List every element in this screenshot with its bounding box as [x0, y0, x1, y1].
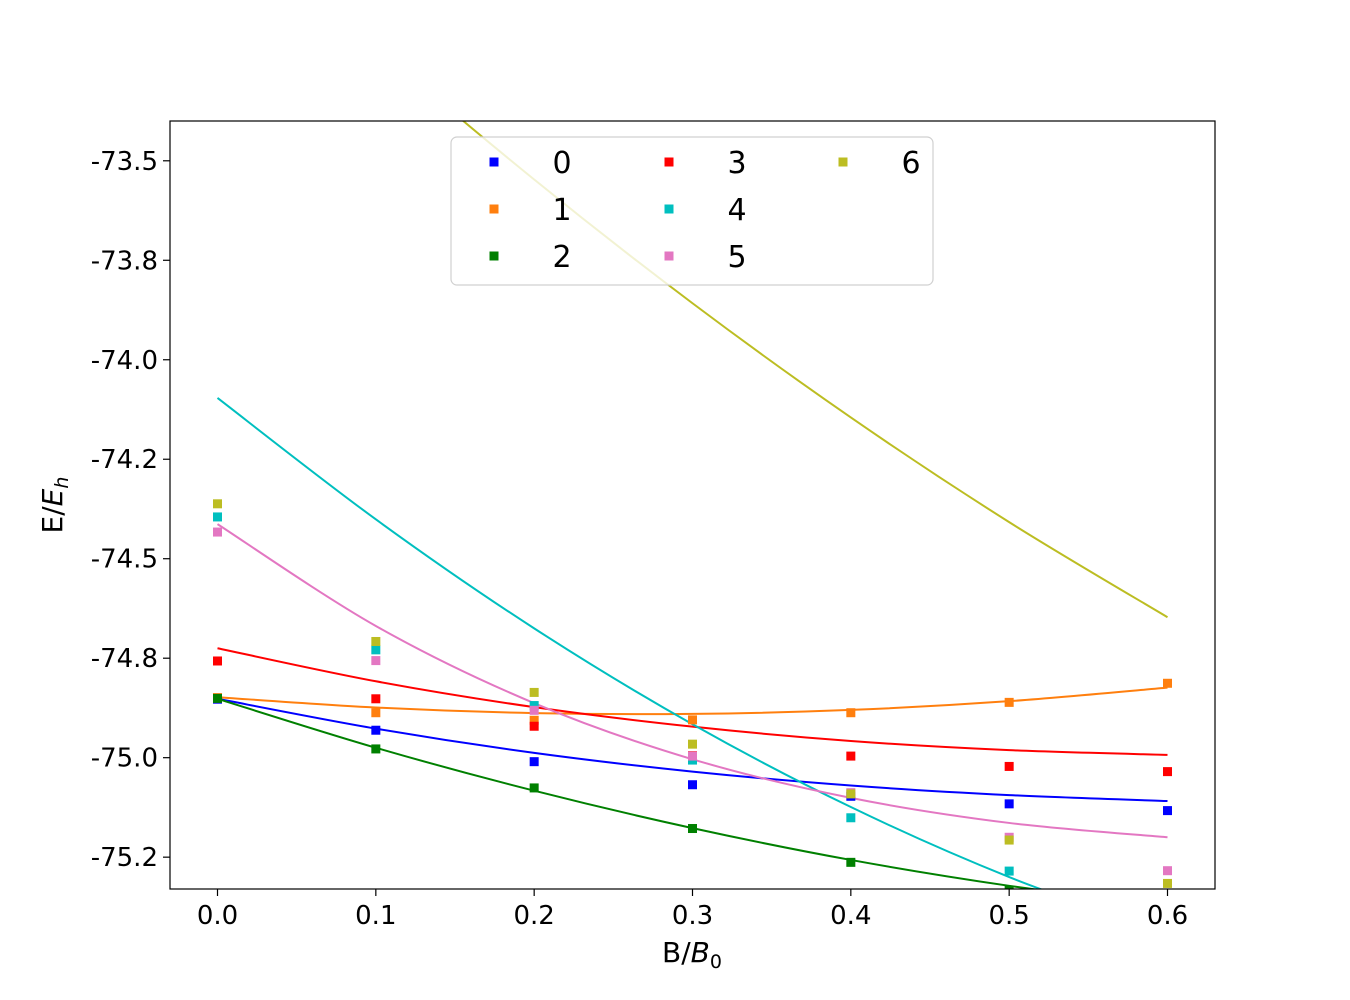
- marker-series-6: [1004, 835, 1014, 845]
- marker-series-4: [846, 813, 856, 823]
- y-tick-label: -75.0: [91, 744, 158, 774]
- y-tick-label: -73.5: [91, 147, 158, 177]
- marker-series-5: [529, 705, 539, 715]
- y-axis-label: E/Eh: [36, 477, 73, 534]
- marker-series-3: [1163, 767, 1172, 777]
- legend-marker-series-4: [664, 204, 674, 214]
- marker-series-6: [529, 687, 539, 697]
- y-tick-label: -74.2: [91, 445, 158, 475]
- data-markers: [213, 499, 1172, 889]
- marker-series-0: [688, 780, 697, 790]
- y-tick-label: -73.8: [91, 246, 158, 276]
- marker-series-0: [371, 725, 381, 735]
- x-axis-label-sub: 0: [710, 951, 722, 973]
- marker-series-1: [1163, 678, 1172, 688]
- marker-series-3: [371, 694, 381, 704]
- marker-series-4: [213, 512, 222, 522]
- y-tick-label: -74.5: [91, 545, 158, 575]
- marker-series-3: [529, 721, 539, 731]
- legend-label-series-3: 3: [727, 146, 746, 181]
- legend-marker-series-3: [664, 157, 674, 167]
- marker-series-2: [688, 824, 697, 834]
- y-axis-label-prefix: E/: [36, 506, 69, 534]
- legend-marker-series-6: [838, 157, 848, 167]
- marker-series-6: [213, 499, 222, 509]
- legend-label-series-2: 2: [552, 240, 571, 275]
- y-tick-label: -74.0: [91, 346, 158, 376]
- legend-frame: [450, 136, 934, 286]
- marker-series-6: [846, 789, 856, 799]
- marker-series-4: [1004, 866, 1014, 876]
- legend-label-series-6: 6: [901, 146, 920, 181]
- legend-label-series-1: 1: [552, 193, 571, 228]
- x-tick-label: 0.3: [672, 901, 713, 931]
- marker-series-5: [688, 751, 697, 761]
- legend-marker-series-1: [489, 204, 499, 214]
- marker-series-0: [1004, 799, 1014, 809]
- marker-series-1: [688, 715, 697, 725]
- legend-label-series-0: 0: [552, 146, 571, 181]
- legend-label-series-4: 4: [727, 193, 746, 228]
- y-axis-label-sub: h: [51, 477, 73, 489]
- marker-series-1: [1004, 697, 1014, 707]
- marker-series-1: [371, 708, 381, 718]
- legend-label-series-5: 5: [727, 240, 746, 275]
- marker-series-3: [213, 656, 222, 666]
- marker-series-2: [213, 693, 222, 703]
- marker-series-6: [1163, 878, 1172, 888]
- marker-series-2: [371, 744, 381, 754]
- marker-series-5: [213, 527, 222, 537]
- marker-series-5: [371, 656, 381, 666]
- marker-series-2: [529, 783, 539, 793]
- marker-series-1: [529, 715, 539, 725]
- x-tick-label: 0.5: [988, 901, 1029, 931]
- marker-series-0: [529, 757, 539, 767]
- x-axis-label-prefix: B/: [662, 936, 691, 969]
- marker-series-2: [846, 857, 856, 867]
- x-tick-label: 0.6: [1147, 901, 1188, 931]
- marker-series-4: [529, 701, 539, 711]
- legend-marker-series-0: [489, 157, 499, 167]
- x-tick-label: 0.0: [197, 901, 238, 931]
- fit-line-series-3: [217, 647, 1168, 756]
- x-tick-label: 0.2: [513, 901, 554, 931]
- x-tick-label: 0.4: [830, 901, 871, 931]
- x-tick-label: 0.1: [355, 901, 396, 931]
- marker-series-6: [371, 636, 381, 646]
- legend-marker-series-2: [489, 251, 499, 261]
- x-axis: 0.0 0.1 0.2 0.3 0.4 0.5 0.6: [197, 889, 1188, 931]
- marker-series-3: [1004, 761, 1014, 771]
- x-axis-label: B/B0: [662, 936, 722, 973]
- marker-series-6: [688, 739, 697, 749]
- legend: 0 1 2 3 4 5 6: [450, 136, 934, 286]
- y-tick-label: -75.2: [91, 843, 158, 873]
- legend-marker-series-5: [664, 251, 674, 261]
- y-axis-label-var: E: [36, 488, 69, 506]
- fit-line-series-6: [461, 121, 1169, 619]
- x-axis-label-var: B: [691, 936, 710, 969]
- marker-series-2: [1004, 885, 1014, 889]
- marker-series-5: [1163, 866, 1172, 876]
- marker-series-3: [846, 751, 856, 761]
- marker-series-4: [371, 645, 381, 655]
- marker-series-0: [1163, 806, 1172, 816]
- marker-series-1: [846, 708, 856, 718]
- y-tick-label: -74.8: [91, 644, 158, 674]
- y-axis: -73.5 -73.8 -74.0 -74.2 -74.5 -74.8 -75.0 -75.2: [91, 147, 170, 873]
